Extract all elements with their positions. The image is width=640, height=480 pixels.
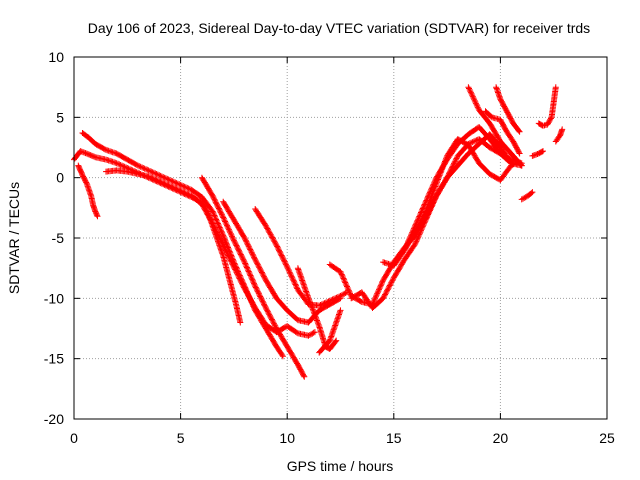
grid: [74, 57, 607, 419]
series-markers: [529, 148, 546, 159]
series-track-18: [529, 148, 546, 159]
series-track-4: [103, 167, 318, 339]
y-tick-label: -15: [44, 351, 64, 367]
series-markers: [75, 162, 101, 220]
series-track-5: [198, 174, 308, 380]
series-track-3: [75, 162, 101, 220]
series-track-17: [518, 189, 536, 203]
series-markers: [294, 265, 340, 352]
series-markers: [535, 84, 559, 129]
y-tick-labels: -20 -15 -10 -5 0 5 10: [44, 49, 64, 427]
x-tick-label: 10: [279, 430, 295, 446]
series-markers: [493, 84, 523, 135]
series-markers: [482, 108, 523, 157]
x-tick-label: 5: [177, 430, 185, 446]
series-track-11: [348, 131, 515, 311]
x-axis-title: GPS time / hours: [287, 458, 394, 474]
series-track-6: [220, 198, 344, 326]
x-tick-label: 15: [386, 430, 402, 446]
y-tick-label: 5: [56, 109, 64, 125]
data-points: [71, 84, 566, 380]
x-tick-label: 20: [493, 430, 509, 446]
series-markers: [465, 84, 525, 169]
series-markers: [220, 198, 344, 326]
y-tick-label: 10: [48, 49, 64, 65]
y-tick-label: -5: [52, 230, 65, 246]
series-track-14: [465, 84, 525, 169]
series-track-16: [493, 84, 523, 135]
series-track-20: [552, 126, 566, 145]
chart-title: Day 106 of 2023, Sidereal Day-to-day VTE…: [88, 20, 590, 36]
y-tick-label: 0: [56, 170, 64, 186]
series-track-7: [252, 206, 350, 309]
series-markers: [316, 307, 344, 356]
series-markers: [103, 167, 318, 339]
y-tick-label: -20: [44, 411, 64, 427]
series-markers: [552, 126, 566, 145]
series-track-8: [294, 265, 340, 352]
series-track-9: [316, 307, 344, 356]
y-axis-title: SDTVAR / TECUs: [6, 182, 22, 294]
x-tick-label: 0: [70, 430, 78, 446]
series-track-19: [535, 84, 559, 129]
series-track-13: [401, 136, 521, 254]
series-markers: [518, 189, 536, 203]
series-markers: [401, 136, 521, 254]
series-track-2: [79, 130, 286, 360]
series-markers: [252, 206, 350, 309]
series-track-15: [482, 108, 523, 157]
tick-marks: [73, 56, 608, 420]
series-markers: [198, 174, 308, 380]
series-markers: [348, 131, 515, 311]
x-tick-labels: 0 5 10 15 20 25: [70, 430, 615, 446]
x-tick-label: 25: [599, 430, 615, 446]
series-markers: [79, 130, 286, 360]
y-tick-label: -10: [44, 290, 64, 306]
